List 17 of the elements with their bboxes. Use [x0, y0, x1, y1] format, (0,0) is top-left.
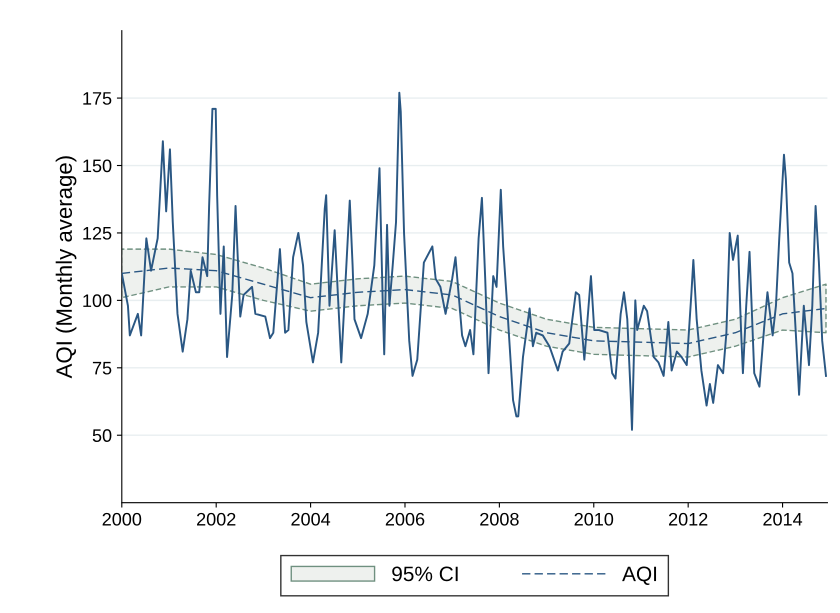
legend-label: AQI	[622, 566, 656, 586]
y-tick-label: 175	[83, 92, 112, 105]
y-tick-label: 100	[83, 294, 112, 308]
x-tick-label: 2006	[386, 512, 424, 526]
x-tick-label: 2010	[574, 512, 614, 526]
y-tick-label: 150	[83, 159, 112, 172]
x-tick-label: 2008	[480, 512, 519, 526]
x-tick-label: 2002	[197, 512, 236, 526]
x-tick-label: 2012	[668, 512, 708, 526]
text: 95% CI	[392, 566, 458, 582]
x-tick-label: 2000	[102, 512, 142, 526]
x-tick-label: 2004	[291, 512, 330, 526]
y-tick-label: 50	[92, 429, 112, 442]
y-axis-title: AQI (Monthly average)	[56, 156, 76, 378]
y-tick-label: 125	[83, 226, 112, 240]
y-tick-label: 75	[92, 362, 112, 375]
x-tick-label: 2014	[763, 512, 802, 526]
